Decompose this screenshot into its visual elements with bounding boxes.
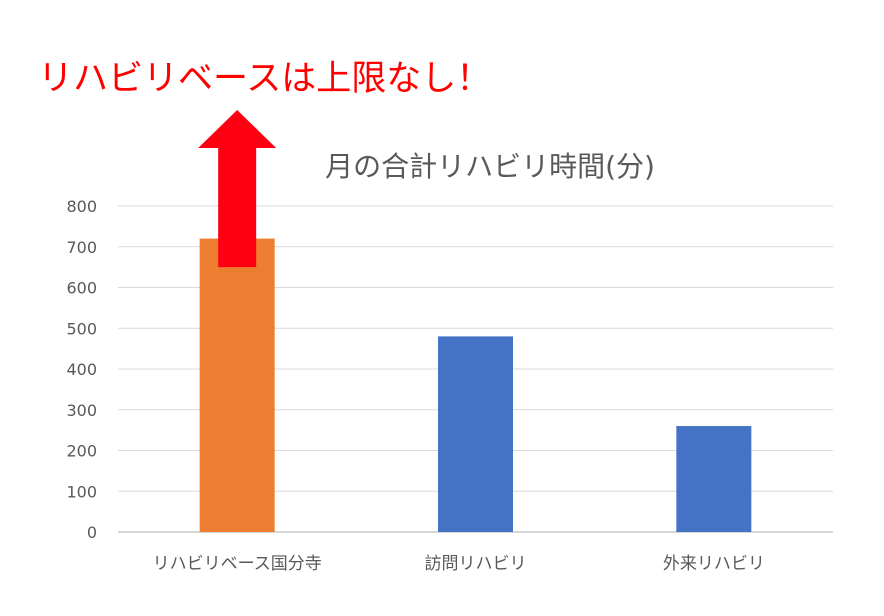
y-tick-label: 300 — [66, 401, 97, 420]
bars — [199, 238, 752, 532]
up-arrow-icon — [198, 110, 277, 268]
y-tick-label: 500 — [66, 319, 97, 338]
y-tick-label: 100 — [66, 482, 97, 501]
bar-1 — [199, 238, 275, 532]
y-tick-label: 200 — [66, 442, 97, 461]
chart-title: 月の合計リハビリ時間(分) — [325, 150, 655, 183]
y-tick-label: 800 — [66, 197, 97, 216]
annotation-arrow — [198, 110, 277, 268]
bar-2 — [438, 336, 513, 532]
y-axis-ticks: 0 100 200 300 400 500 600 700 800 — [66, 197, 97, 542]
x-category-label: 外来リハビリ — [663, 554, 765, 574]
y-tick-label: 0 — [87, 523, 97, 542]
y-tick-label: 400 — [66, 360, 97, 379]
y-tick-label: 700 — [66, 238, 97, 257]
x-axis-labels: リハビリベース国分寺 訪問リハビリ 外来リハビリ — [153, 554, 765, 574]
y-tick-label: 600 — [66, 279, 97, 298]
x-category-label: 訪問リハビリ — [425, 554, 527, 574]
headline-text: リハビリベースは上限なし！ — [38, 59, 491, 99]
bar-3 — [676, 426, 752, 532]
x-category-label: リハビリベース国分寺 — [153, 554, 322, 574]
